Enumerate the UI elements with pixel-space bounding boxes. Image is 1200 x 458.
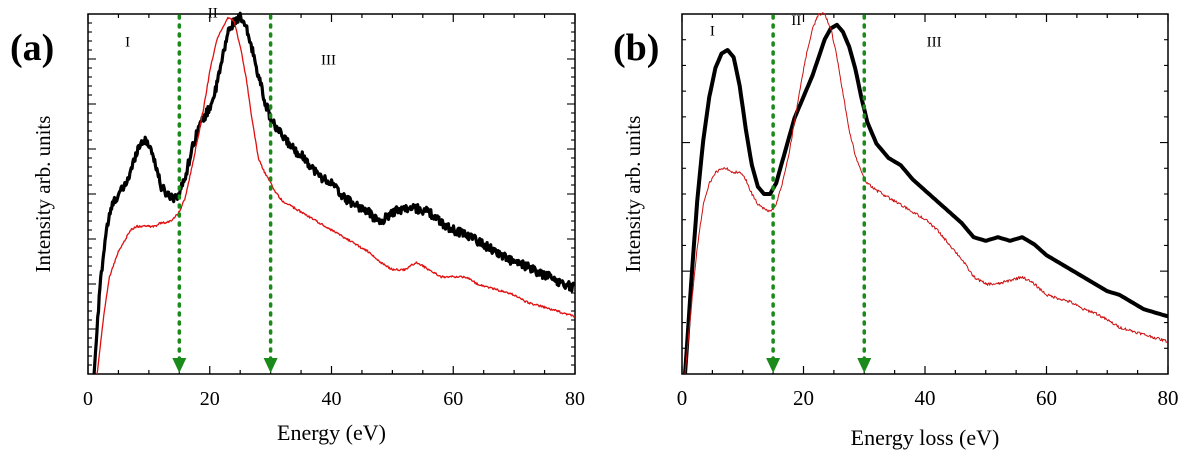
series-line-0: [683, 22, 1169, 375]
x-tick-label: 0: [677, 386, 688, 410]
panel-a: 0 20 40 60 80 Energy (eV) Intensity arb. units…: [10, 6, 585, 445]
panel-label: (a): [10, 27, 54, 69]
x-tick-label: 80: [1158, 386, 1179, 410]
series-line-1: [684, 12, 1168, 375]
x-tick-label: 0: [83, 388, 93, 410]
y-axis-label: Intensity arb. units: [31, 116, 55, 273]
region-label: I: [125, 34, 130, 50]
region-label: I: [710, 24, 715, 40]
x-axis-label: Energy (eV): [277, 420, 386, 445]
marker-arrow: [172, 358, 187, 373]
y-axis-label: Intensity arb. units: [621, 116, 645, 273]
region-label: III: [927, 34, 942, 50]
x-tick-label: 40: [322, 388, 342, 410]
series-line-0: [92, 11, 576, 375]
x-tick-label: 20: [200, 388, 220, 410]
marker-arrow: [263, 358, 278, 373]
region-label: II: [791, 13, 801, 29]
plot-frame: [681, 13, 1169, 375]
x-tick-label: 40: [915, 386, 936, 410]
x-tick-label: 60: [443, 388, 463, 410]
region-label: II: [208, 6, 218, 22]
marker-arrow: [857, 358, 872, 373]
x-tick-label: 20: [793, 386, 814, 410]
series-line-1: [96, 16, 575, 375]
panel-label: (b): [613, 27, 659, 69]
marker-arrow: [766, 358, 781, 373]
x-tick-label: 60: [1036, 386, 1057, 410]
x-axis-label: Energy loss (eV): [851, 425, 1000, 450]
panel-b: 0 20 40 60 80 Energy loss (eV) Intensity arb. …: [613, 12, 1179, 450]
region-label: III: [321, 52, 336, 68]
x-tick-label: 80: [565, 388, 585, 410]
